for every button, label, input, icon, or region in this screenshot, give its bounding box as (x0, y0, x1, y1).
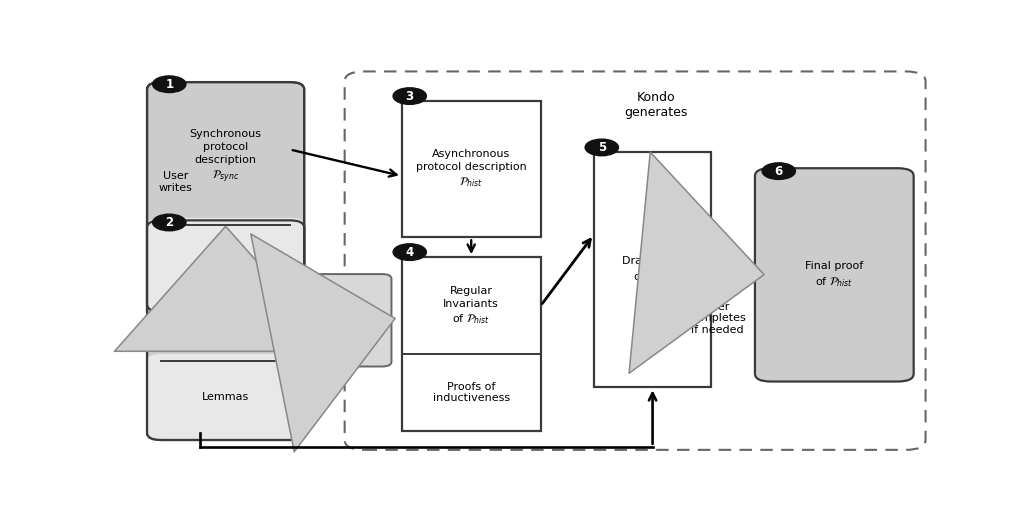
Text: Asynchronous
protocol description
$\mathcal{P}_{hist}$: Asynchronous protocol description $\math… (416, 149, 526, 189)
Bar (162, 225, 290, 298)
Text: 1: 1 (165, 78, 173, 91)
FancyBboxPatch shape (755, 168, 913, 382)
Circle shape (393, 88, 426, 104)
Circle shape (393, 244, 426, 261)
Bar (401, 257, 541, 354)
Bar (401, 354, 541, 431)
Text: 2: 2 (165, 216, 173, 229)
Text: Lemmas: Lemmas (202, 392, 249, 402)
Text: 5: 5 (598, 141, 606, 154)
Text: Inductive
invariant $\mathit{I}_{sync}$
of $\mathcal{P}_{sync}$: Inductive invariant $\mathit{I}_{sync}$ … (187, 269, 263, 319)
Text: User
writes: User writes (159, 171, 193, 193)
Text: 6: 6 (774, 165, 783, 177)
FancyBboxPatch shape (147, 221, 304, 440)
Circle shape (153, 214, 186, 231)
Text: User
completes
if needed: User completes if needed (688, 302, 745, 335)
Text: Synchronous
protocol
description
$\mathcal{P}_{sync}$: Synchronous protocol description $\mathc… (189, 129, 261, 185)
Circle shape (585, 139, 618, 156)
Text: Kondo
generates: Kondo generates (624, 91, 687, 119)
Text: Safety
spec $\varphi$: Safety spec $\varphi$ (206, 253, 245, 277)
Text: 4: 4 (406, 246, 414, 259)
Text: User-supplied
hints: User-supplied hints (302, 309, 378, 331)
Bar (401, 257, 541, 431)
Bar (401, 101, 541, 238)
FancyBboxPatch shape (147, 82, 304, 311)
FancyBboxPatch shape (147, 354, 304, 440)
Text: Regular
Invariants
of $\mathcal{P}_{hist}$: Regular Invariants of $\mathcal{P}_{hist… (443, 286, 499, 326)
FancyBboxPatch shape (289, 274, 391, 366)
Bar (162, 361, 290, 426)
FancyBboxPatch shape (147, 218, 304, 311)
Circle shape (762, 163, 796, 180)
Bar (594, 152, 712, 387)
Circle shape (153, 76, 186, 92)
Text: Proofs of
inductiveness: Proofs of inductiveness (433, 382, 510, 403)
Text: Final proof
of $\mathcal{P}_{hist}$: Final proof of $\mathcal{P}_{hist}$ (805, 261, 863, 288)
Text: 3: 3 (406, 90, 414, 103)
Text: Draft proof
of $\mathcal{P}_{hist}$: Draft proof of $\mathcal{P}_{hist}$ (623, 256, 683, 284)
